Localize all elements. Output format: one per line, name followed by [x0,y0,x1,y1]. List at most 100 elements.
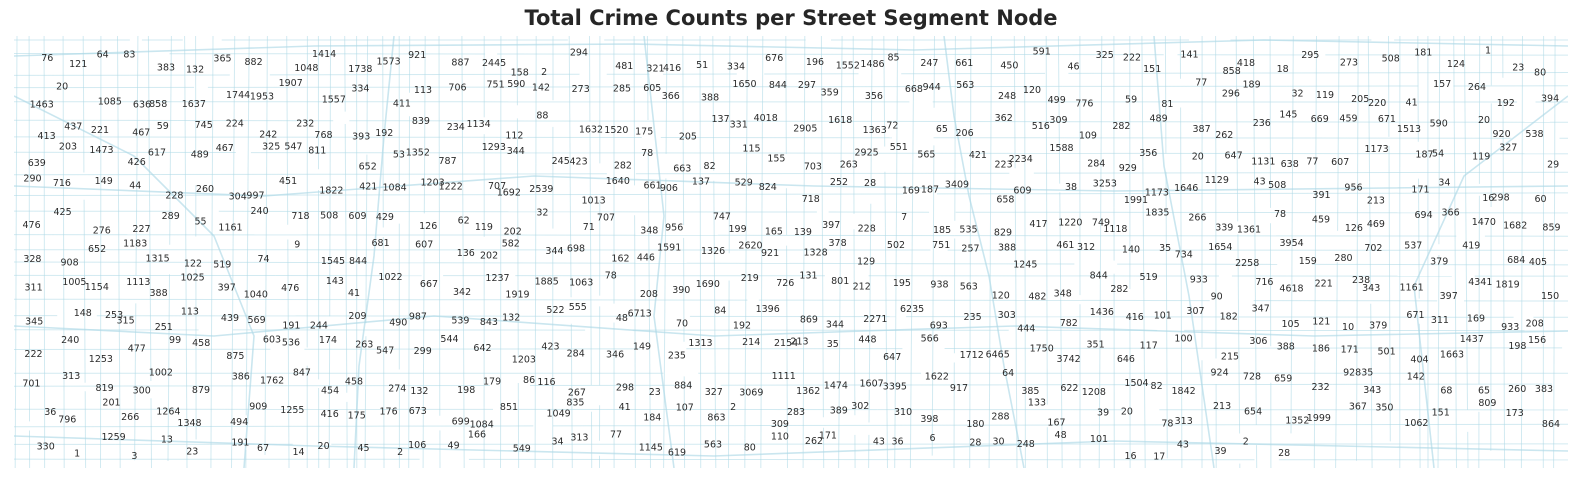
street-segment [665,36,668,154]
node-count-label: 646 [1117,354,1135,365]
street-segment [1059,192,1062,324]
street-segment [969,183,971,361]
node-count-label: 663 [673,164,691,175]
node-count-label: 3 [131,451,137,462]
node-count-label: 309 [771,419,789,430]
node-count-label: 1048 [294,63,318,74]
node-count-label: 858 [149,99,167,110]
node-count-label: 1134 [467,119,491,130]
street-segment [1141,36,1144,182]
node-count-label: 307 [1186,306,1204,317]
node-count-label: 143 [326,276,344,287]
node-count-label: 489 [1150,114,1168,125]
node-count-label: 416 [1126,312,1144,323]
node-count-label: 1907 [279,78,303,89]
node-count-label: 236 [1253,118,1271,129]
node-count-label: 522 [546,305,564,316]
node-count-label: 228 [858,224,876,235]
node-count-label: 1 [74,449,80,460]
node-count-label: 566 [921,334,939,345]
node-count-label: 458 [192,338,210,349]
node-count-label: 417 [1029,219,1047,230]
node-count-label: 192 [733,320,751,331]
node-count-label: 1690 [696,279,720,290]
node-count-label: 18 [1277,64,1289,75]
node-count-label: 933 [1190,274,1208,285]
node-count-label: 331 [730,119,748,130]
node-count-label: 88 [536,111,548,122]
node-count-label: 2 [730,402,736,413]
node-count-label: 378 [829,238,847,249]
node-count-label: 202 [480,250,498,261]
node-count-label: 245 [552,156,570,167]
node-count-label: 59 [157,121,169,132]
node-count-label: 1084 [470,420,494,431]
node-count-label: 887 [451,57,469,68]
node-count-label: 1591 [657,242,681,253]
node-count-label: 187 [921,184,939,195]
node-count-label: 388 [998,242,1016,253]
node-count-label: 351 [1087,340,1105,351]
node-count-label: 698 [567,244,585,255]
node-count-label: 609 [1013,186,1031,197]
street-segment [839,241,841,334]
node-count-label: 282 [1110,284,1128,295]
node-count-label: 879 [192,385,210,396]
street-segment [728,36,731,223]
node-count-label: 569 [248,315,266,326]
node-count-label: 538 [1525,129,1543,140]
node-count-label: 344 [826,319,844,330]
street-segment [1413,95,1568,468]
node-count-label: 1819 [1496,280,1520,291]
node-count-label: 1520 [604,125,628,136]
node-count-label: 325 [262,142,280,153]
node-count-label: 28 [1278,448,1290,459]
node-count-label: 205 [679,131,697,142]
node-count-label: 701 [22,379,40,390]
node-count-label: 539 [451,315,469,326]
node-count-label: 4018 [754,113,778,124]
node-count-label: 707 [488,181,506,192]
node-count-label: 240 [61,335,79,346]
map-title: Total Crime Counts per Street Segment No… [524,6,1058,30]
street-segment [1553,305,1555,468]
node-count-label: 92835 [1343,367,1373,378]
node-count-label: 508 [320,210,338,221]
street-segment [909,398,912,468]
node-count-label: 86 [523,375,535,386]
node-count-label: 285 [613,84,631,95]
node-count-label: 1183 [123,239,147,250]
street-segment [989,220,991,398]
node-count-label: 191 [282,321,300,332]
street-segment [1254,231,1256,298]
node-count-label: 1692 [497,187,521,198]
street-segment [1292,36,1294,174]
node-count-label: 1744 [226,90,250,101]
node-count-label: 251 [155,322,173,333]
node-count-label: 944 [923,82,941,93]
node-count-label: 390 [672,285,690,296]
street-segment [1370,303,1372,382]
node-count-label: 273 [572,84,590,95]
node-count-label: 702 [1364,243,1382,254]
node-count-label: 809 [1478,398,1496,409]
node-count-label: 227 [132,224,150,235]
node-count-label: 312 [1077,242,1095,253]
node-count-label: 70 [676,319,688,330]
node-count-label: 1650 [732,79,756,90]
node-count-label: 519 [213,260,231,271]
node-count-label: 379 [1430,256,1448,267]
node-count-label: 551 [890,142,908,153]
node-count-label: 4341 [1468,277,1492,288]
node-count-label: 59 [1125,95,1137,106]
node-count-label: 149 [95,176,113,187]
node-count-label: 385 [1021,386,1039,397]
node-count-label: 1129 [1205,175,1229,186]
node-count-label: 242 [259,129,277,140]
street-segment [245,242,249,416]
node-count-label: 844 [349,256,367,267]
node-count-label: 3409 [945,180,969,191]
node-count-label: 64 [1002,368,1014,379]
street-segment [1453,126,1456,240]
